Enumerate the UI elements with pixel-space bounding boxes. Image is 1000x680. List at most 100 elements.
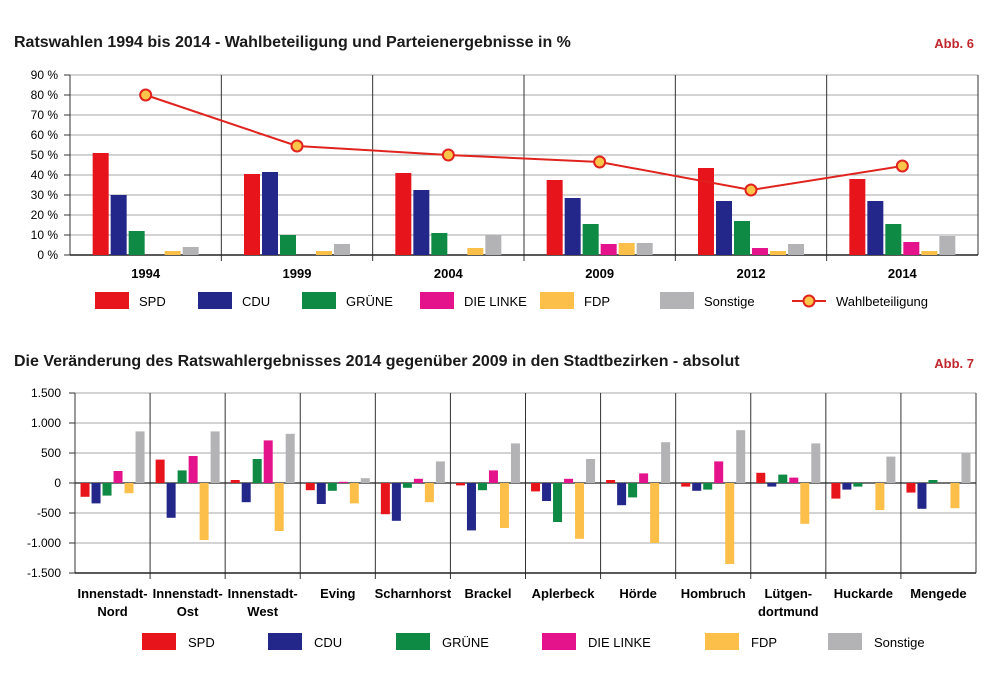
chart1-x-tick-label: 2012 <box>737 266 766 281</box>
chart1-bar <box>788 244 804 255</box>
chart2-bar <box>831 483 841 499</box>
chart1-bar <box>752 248 768 255</box>
chart1-bar <box>903 242 920 255</box>
chart2-x-tick-label: Innenstadt- Ost <box>153 586 223 619</box>
chart1-bar <box>600 244 617 255</box>
chart2-y-tick-label: 1.500 <box>31 386 61 400</box>
chart2-bar <box>628 483 638 498</box>
chart2-bar <box>210 431 220 483</box>
chart1-bar <box>636 243 653 255</box>
chart2-x-tick-label: Eving <box>320 586 355 601</box>
chart2-bar <box>349 483 359 504</box>
chart1-x-tick-label: 2014 <box>888 266 918 281</box>
chart1-bar <box>698 168 714 255</box>
chart2-legend-swatch <box>142 633 176 650</box>
chart2-bar <box>692 483 702 491</box>
chart2-bar <box>166 483 176 518</box>
chart1-y-tick-label: 40 % <box>31 168 59 182</box>
chart2-bar <box>617 483 627 506</box>
chart2-bar <box>230 480 240 483</box>
chart1-bar <box>734 221 750 255</box>
chart1-legend-label: Sonstige <box>704 294 755 309</box>
chart1-bar <box>244 174 260 255</box>
chart2-x-tick-label-line: Lütgen- <box>764 586 812 601</box>
chart2-bar <box>124 483 134 494</box>
chart1-bar <box>431 233 448 255</box>
chart1-bar <box>939 236 956 255</box>
chart2-x-tick-label: Hörde <box>619 586 657 601</box>
chart2-bar <box>875 483 885 510</box>
chart2-bar <box>778 474 788 483</box>
chart2-x-tick-label-line: Hombruch <box>681 586 746 601</box>
chart2-bar <box>928 480 938 483</box>
chart2-bar <box>455 483 465 486</box>
chart1-bar <box>867 201 884 255</box>
chart2-bar <box>177 470 187 483</box>
chart2-bar <box>477 483 487 491</box>
chart2-bar <box>789 477 799 483</box>
chart1-title: Ratswahlen 1994 bis 2014 - Wahlbeteiligu… <box>14 34 571 51</box>
chart2-legend-label: Sonstige <box>874 635 925 650</box>
chart2-y-tick-label: 1.000 <box>31 416 61 430</box>
chart2-bar <box>263 440 273 483</box>
chart1-y-tick-label: 20 % <box>31 208 59 222</box>
chart1-bar <box>546 180 563 255</box>
chart2-bar <box>756 472 766 483</box>
chart2-bar <box>564 478 574 483</box>
chart1-bar <box>885 224 902 255</box>
chart2-x-tick-label: Aplerbeck <box>532 586 596 601</box>
chart1-turnout-point <box>744 183 758 197</box>
chart2-legend-swatch <box>396 633 430 650</box>
chart2-bar <box>800 483 810 524</box>
chart2-bar <box>661 442 671 483</box>
chart2-x-tick-label-line: Huckarde <box>834 586 893 601</box>
chart2-bar <box>714 461 724 483</box>
chart2-bar <box>413 478 423 483</box>
chart2-x-tick-label: Hombruch <box>681 586 746 601</box>
chart2-bar <box>199 483 209 540</box>
chart2-legend-swatch <box>268 633 302 650</box>
chart1-bar <box>485 235 502 255</box>
chart1-y-tick-label: 0 % <box>37 248 58 262</box>
chart1-legend-swatch <box>420 292 454 309</box>
chart2-x-tick-label: Scharnhorst <box>375 586 452 601</box>
chart2-bar <box>499 483 509 528</box>
chart2-bar <box>135 431 145 483</box>
chart2-x-tick-label: Innenstadt- Nord <box>78 586 148 619</box>
chart2-x-tick-label: Lütgen-dortmund <box>758 586 819 619</box>
chart2-bar <box>338 481 348 483</box>
chart1-x-tick-label: 2004 <box>434 266 464 281</box>
chart2-bar <box>305 483 315 491</box>
chart1-x-tick-label: 1999 <box>283 266 312 281</box>
chart2-legend-label: SPD <box>188 635 215 650</box>
chart1-turnout-point <box>290 139 304 153</box>
chart1-legend-swatch <box>198 292 232 309</box>
chart2-legend-swatch <box>705 633 739 650</box>
chart2-bar <box>424 483 434 503</box>
chart2-figure-tag: Abb. 7 <box>934 356 974 371</box>
chart2-legend-label: GRÜNE <box>442 635 489 650</box>
chart1-turnout-point <box>593 155 607 169</box>
chart1-legend-label: GRÜNE <box>346 294 393 309</box>
chart1-x-tick-label: 1994 <box>131 266 161 281</box>
chart1-y-tick-label: 70 % <box>31 108 59 122</box>
chart1-bar <box>564 198 581 255</box>
chart1-bar <box>849 179 866 255</box>
chart1-figure-tag: Abb. 6 <box>934 36 974 51</box>
chart2-x-tick-label-line: Ost <box>177 604 199 619</box>
chart2-legend-label: DIE LINKE <box>588 635 651 650</box>
chart2-bar <box>575 483 585 539</box>
chart2-x-tick-label-line: Innenstadt- <box>78 586 148 601</box>
chart2-bar <box>553 483 563 522</box>
chart1-bar <box>921 251 938 255</box>
chart2-bar <box>241 483 251 503</box>
chart1-legend-swatch <box>540 292 574 309</box>
chart2-y-tick-label: -1.500 <box>27 566 61 580</box>
chart2-bar <box>811 443 821 483</box>
chart2-x-tick-label: Mengede <box>910 586 966 601</box>
chart2-x-tick-label-line: Eving <box>320 586 355 601</box>
chart2-bar <box>906 483 916 493</box>
chart1-turnout-line <box>145 94 903 192</box>
chart2-bar <box>586 459 596 483</box>
chart2-bar <box>360 478 370 483</box>
